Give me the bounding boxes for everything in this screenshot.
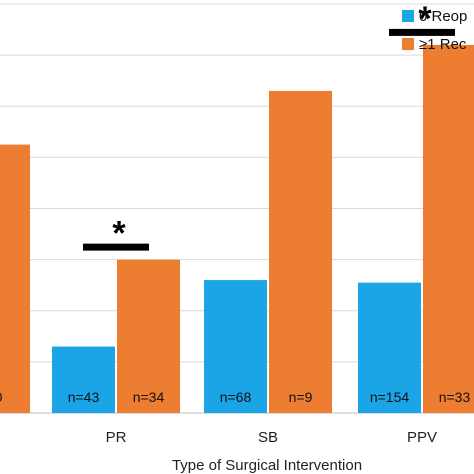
bar [423,44,474,414]
significance-markers: ** [83,0,455,253]
bar [204,280,267,413]
count-label: n=154 [370,389,410,405]
bar [0,144,30,413]
count-labels: 0 n=43 n=34 n=68 n=9 n=154 n=33 [0,389,470,405]
legend-label: ≥1 Rec [419,36,467,53]
significance-star: * [112,215,126,253]
significance-star: * [418,0,432,38]
bars [0,44,474,414]
x-tick-labels: esPRSBPPV [106,429,437,446]
x-tick-label: PPV [407,429,437,446]
x-axis-title: Type of Surgical Intervention [172,457,362,474]
legend-swatch [402,38,414,50]
legend-swatch [402,10,414,22]
bar [269,90,332,413]
count-label: n=43 [68,389,100,405]
bar [358,282,421,413]
x-tick-label: SB [258,429,278,446]
legend-label: 0 Reop [419,8,467,25]
count-label: n=68 [220,389,252,405]
significance-bar [389,28,455,36]
bar [52,346,115,413]
bar [117,259,180,413]
count-label: n=33 [439,389,471,405]
x-tick-label: PR [106,429,127,446]
legend: 0 Reop ≥1 Rec [402,8,467,53]
significance-bar [83,243,149,251]
count-label: 0 [0,389,3,405]
count-label: n=9 [289,389,313,405]
count-label: n=34 [133,389,165,405]
